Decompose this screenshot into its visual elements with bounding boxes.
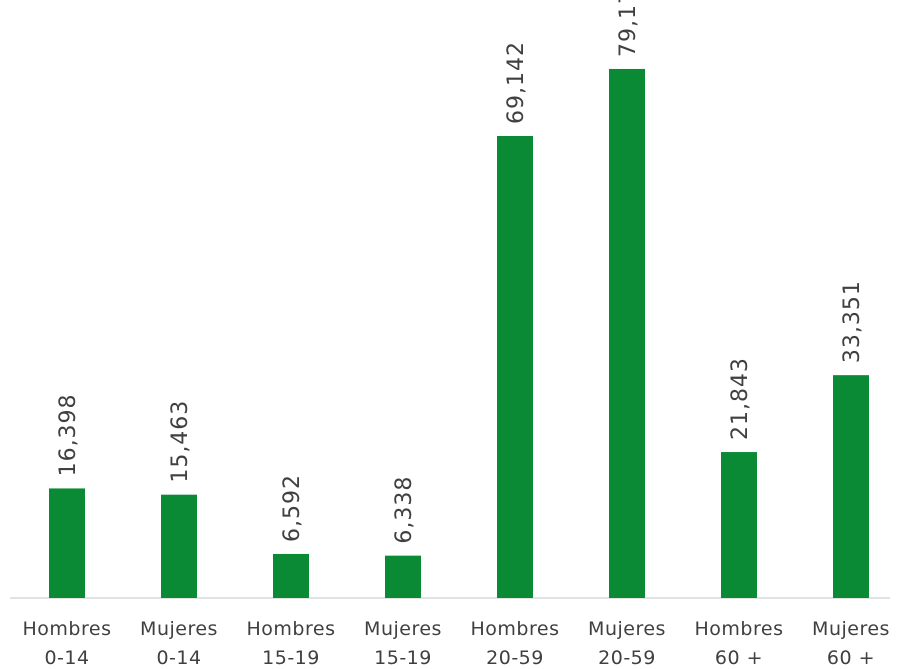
category-label-7-line-0: Mujeres (812, 618, 890, 640)
category-label-3-line-0: Mujeres (364, 618, 442, 640)
value-labels-group: 16,398 15,463 6,592 6,338 69,142 79,177 21,843… (56, 0, 865, 544)
category-label-4-line-1: 20-59 (486, 647, 544, 669)
category-label-4-line-0: Hombres (471, 618, 560, 640)
category-label-7-line-1: 60 + (827, 647, 875, 669)
bar-1 (161, 494, 197, 598)
bar-7 (833, 375, 869, 598)
value-label-7: 33,351 (840, 280, 865, 363)
value-label-6: 21,843 (728, 357, 753, 440)
category-label-6-line-0: Hombres (695, 618, 784, 640)
bars-group (49, 68, 869, 599)
category-label-1-line-0: Mujeres (140, 618, 218, 640)
category-label-3-line-1: 15-19 (374, 647, 432, 669)
category-label-6-line-1: 60 + (715, 647, 763, 669)
category-label-5-line-1: 20-59 (598, 647, 656, 669)
category-label-0-line-0: Hombres (23, 618, 112, 640)
bar-6 (721, 452, 757, 598)
value-label-3: 6,338 (392, 476, 417, 544)
bar-3 (385, 555, 421, 598)
category-label-2-line-1: 15-19 (262, 647, 320, 669)
bar-0 (49, 488, 85, 598)
category-label-1-line-1: 0-14 (156, 647, 201, 669)
category-label-0-line-1: 0-14 (44, 647, 89, 669)
value-label-5: 79,177 (616, 0, 641, 57)
category-label-2-line-0: Hombres (247, 618, 336, 640)
value-label-0: 16,398 (56, 393, 81, 476)
value-label-1: 15,463 (168, 400, 193, 483)
bar-2 (273, 553, 309, 598)
bar-5 (609, 68, 645, 599)
bar-4 (497, 136, 533, 598)
category-label-5-line-0: Mujeres (588, 618, 666, 640)
value-label-2: 6,592 (280, 474, 305, 542)
category-labels-group: Hombres 0-14 Mujeres 0-14 Hombres 15-19 Mujere… (23, 618, 890, 669)
value-label-4: 69,142 (504, 41, 529, 124)
